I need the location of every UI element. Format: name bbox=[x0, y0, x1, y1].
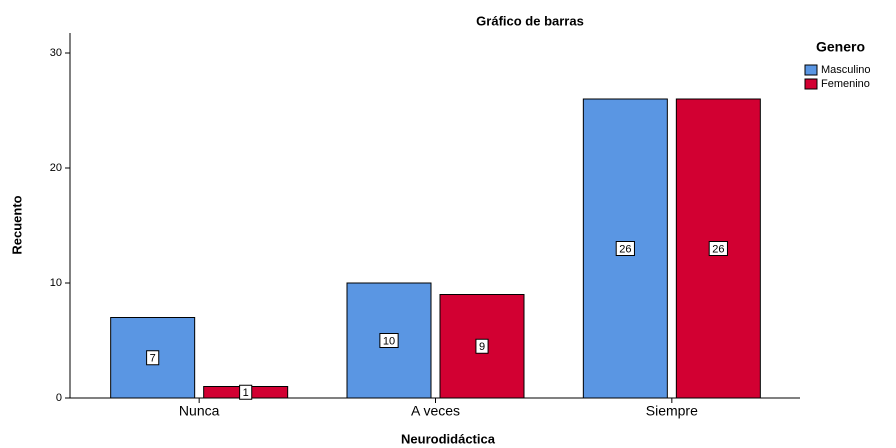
y-tick-label: 10 bbox=[50, 277, 62, 289]
value-label-box bbox=[146, 350, 160, 366]
legend-swatch bbox=[804, 64, 818, 76]
y-tick-label: 30 bbox=[50, 47, 62, 59]
x-tick-label: A veces bbox=[411, 403, 460, 419]
y-tick-label: 0 bbox=[56, 392, 62, 404]
legend-label: Femenino bbox=[821, 78, 870, 90]
x-tick-label: Nunca bbox=[179, 403, 220, 419]
value-label: 1 bbox=[243, 387, 249, 399]
y-axis-title: Recuento bbox=[9, 195, 24, 254]
legend-label: Masculino bbox=[821, 64, 871, 76]
y-tick-label: 20 bbox=[50, 162, 62, 174]
x-axis-title: Neurodidáctica bbox=[401, 431, 496, 446]
value-label-box bbox=[475, 338, 489, 354]
x-tick-label: Siempre bbox=[646, 403, 698, 419]
value-label: 10 bbox=[383, 335, 395, 347]
value-label-box bbox=[379, 333, 399, 348]
legend-title: Genero bbox=[816, 39, 865, 55]
value-label: 7 bbox=[150, 353, 156, 365]
legend-swatch bbox=[804, 78, 818, 90]
chart-title: Gráfico de barras bbox=[476, 13, 584, 28]
value-label-box bbox=[239, 384, 253, 400]
value-label: 26 bbox=[619, 243, 631, 255]
value-label: 9 bbox=[479, 341, 485, 353]
value-label-box bbox=[615, 241, 635, 256]
value-label: 26 bbox=[712, 243, 724, 255]
value-label-box bbox=[708, 241, 728, 256]
